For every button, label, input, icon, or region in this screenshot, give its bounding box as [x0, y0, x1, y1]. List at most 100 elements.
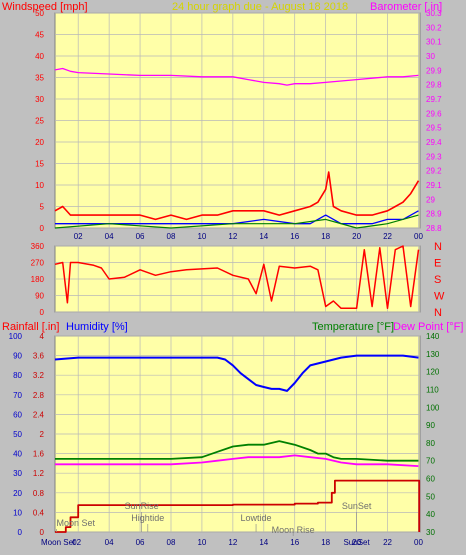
barometer-tick-label: 30	[426, 52, 435, 61]
humidity-tick-label: 80	[13, 371, 22, 380]
rainfall-tick-label: 1.2	[33, 469, 45, 478]
humidity-tick-label: 50	[13, 430, 22, 439]
humidity-tick-label: 100	[9, 332, 23, 341]
rainfall-tick-label: 2	[40, 430, 45, 439]
barometer-tick-label: 28.8	[426, 224, 442, 233]
temperature-axis-title: Temperature [°F]	[312, 321, 395, 333]
rainfall-axis-title: Rainfall [.in]	[2, 321, 60, 333]
barometer-tick-label: 29.3	[426, 152, 442, 161]
temperature-tick-label: 30	[426, 528, 435, 537]
direction-tick-label: 0	[40, 308, 45, 317]
x-tick-label: 00	[414, 538, 423, 547]
windspeed-tick-label: 20	[35, 138, 44, 147]
windspeed-tick-label: 30	[35, 95, 44, 104]
windspeed-axis-title: Windspeed [mph]	[2, 1, 88, 13]
event-label: Moon Set	[57, 518, 96, 528]
barometer-tick-label: 29.6	[426, 109, 442, 118]
humidity-tick-label: 70	[13, 391, 22, 400]
x-tick-label: 22	[383, 232, 392, 241]
humidity-tick-label: 40	[13, 450, 22, 459]
temperature-tick-label: 110	[426, 385, 439, 394]
x-tick-label: 04	[105, 538, 114, 547]
barometer-tick-label: 30.1	[426, 38, 442, 47]
event-label: SunRise	[125, 501, 159, 511]
rainfall-tick-label: 2.4	[33, 410, 45, 419]
dewpoint-series-line	[55, 454, 419, 467]
x-tick-label: 08	[167, 538, 176, 547]
windspeed-tick-label: 35	[35, 74, 44, 83]
humidity-tick-label: 60	[13, 410, 22, 419]
barometer-tick-label: 29.1	[426, 181, 442, 190]
x-tick-label: 16	[290, 538, 299, 547]
direction-tick-label: 270	[31, 259, 45, 268]
compass-label: E	[434, 258, 441, 270]
barometer-tick-label: 29	[426, 195, 435, 204]
dewpoint-axis-title: Dew Point [°F]	[393, 321, 464, 333]
temperature-series-line	[55, 440, 419, 462]
direction-tick-label: 90	[35, 292, 44, 301]
rainfall-tick-label: 2.8	[33, 391, 45, 400]
humidity-tick-label: 90	[13, 352, 22, 361]
event-label: Lowtide	[241, 513, 272, 523]
barometer-tick-label: 29.4	[426, 138, 442, 147]
compass-label: N	[434, 241, 442, 253]
x-tick-label: 20	[352, 538, 361, 547]
rainfall-tick-label: 4	[40, 332, 45, 341]
barometer-tick-label: 29.9	[426, 66, 442, 75]
temperature-tick-label: 90	[426, 421, 435, 430]
temperature-tick-label: 120	[426, 368, 440, 377]
windspeed-tick-label: 25	[35, 117, 44, 126]
humidity-axis-title: Humidity [%]	[66, 321, 128, 333]
x-tick-label: 14	[259, 538, 268, 547]
bottom-sunset-label: SunSet	[343, 538, 370, 547]
x-tick-label: 22	[383, 538, 392, 547]
windspeed-tick-label: 45	[35, 31, 44, 40]
temperature-tick-label: 80	[426, 439, 435, 448]
event-label: SunSet	[342, 501, 372, 511]
windspeed-tick-label: 10	[35, 181, 44, 190]
x-tick-label: 12	[228, 232, 237, 241]
graph-title: 24 hour graph due - August 18 2018	[172, 1, 349, 13]
bottom-moonset-label: Moon Set	[41, 538, 76, 547]
rainfall-tick-label: 3.2	[33, 371, 45, 380]
barometer-series-line	[54, 67, 419, 86]
barometer-tick-label: 29.2	[426, 167, 442, 176]
rainfall-tick-label: 0.4	[33, 508, 45, 517]
x-tick-label: 20	[352, 232, 361, 241]
event-label: Moon Rise	[272, 525, 315, 535]
direction-series-line	[54, 245, 420, 310]
temperature-tick-label: 40	[426, 510, 435, 519]
x-tick-label: 06	[136, 538, 145, 547]
humidity-tick-label: 0	[18, 528, 23, 537]
temperature-tick-label: 70	[426, 457, 435, 466]
rainfall-series-line	[55, 479, 421, 533]
barometer-tick-label: 28.9	[426, 210, 442, 219]
temperature-tick-label: 50	[426, 492, 435, 501]
compass-label: N	[434, 307, 442, 319]
windspeed-series-line	[54, 171, 420, 221]
barometer-tick-label: 29.8	[426, 81, 442, 90]
windspeed-tick-label: 50	[35, 9, 44, 18]
x-tick-label: 18	[321, 232, 330, 241]
humidity-series-line	[54, 354, 419, 392]
x-tick-label: 12	[228, 538, 237, 547]
windspeed-tick-label: 5	[40, 203, 45, 212]
windspeed-tick-label: 15	[35, 160, 44, 169]
humidity-tick-label: 20	[13, 489, 22, 498]
windspeed-tick-label: 0	[40, 224, 45, 233]
humidity-tick-label: 10	[13, 508, 22, 517]
direction-tick-label: 180	[31, 275, 45, 284]
temperature-tick-label: 130	[426, 350, 440, 359]
x-tick-label: 00	[414, 232, 423, 241]
humidity-tick-label: 30	[13, 469, 22, 478]
rainfall-tick-label: 3.6	[33, 352, 45, 361]
barometer-tick-label: 30.3	[426, 9, 442, 18]
x-tick-label: 14	[259, 232, 268, 241]
green-series-line	[54, 214, 419, 229]
compass-label: S	[434, 274, 441, 286]
x-tick-label: 16	[290, 232, 299, 241]
event-label: Hightide	[131, 513, 164, 523]
rainfall-tick-label: 0.8	[33, 489, 45, 498]
barometer-tick-label: 29.5	[426, 124, 442, 133]
